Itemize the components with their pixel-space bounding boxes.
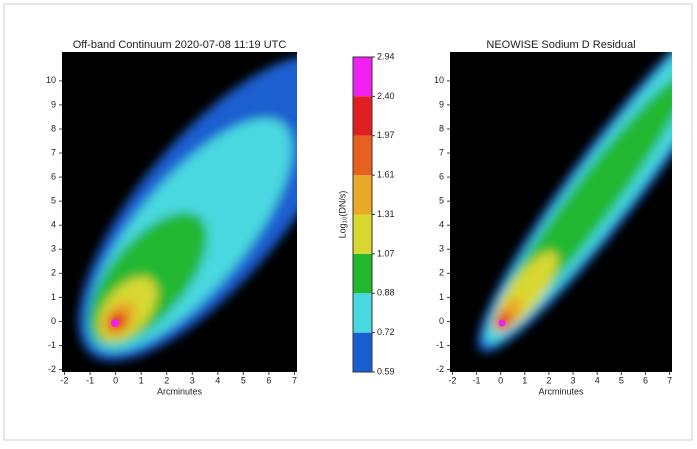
colorbar-segment [353, 332, 372, 372]
x-tick-label: 7 [667, 375, 672, 385]
colorbar-segment [353, 214, 372, 254]
y-tick-label: 7 [439, 147, 444, 157]
y-tick-label: 3 [439, 244, 444, 254]
x-tick-label: 2 [546, 375, 551, 385]
y-tick-label: 7 [51, 147, 56, 157]
y-tick-label: 10 [46, 75, 56, 85]
y-tick-label: 6 [439, 171, 444, 181]
colorbar-segment [353, 175, 372, 215]
x-tick-label: 6 [643, 375, 648, 385]
x-tick-label: 0 [498, 375, 503, 385]
comet-image [477, 52, 672, 353]
x-tick-label: 4 [215, 375, 220, 385]
y-tick-label: -2 [48, 364, 56, 374]
colorbar-tick-label: 1.31 [377, 209, 395, 219]
chart-title: NEOWISE Sodium D Residual [486, 39, 635, 51]
colorbar-tick-label: 0.59 [377, 366, 395, 376]
y-tick-label: 0 [51, 316, 56, 326]
x-tick-label: -1 [86, 375, 94, 385]
x-tick-label: 3 [571, 375, 576, 385]
y-tick-label: 10 [434, 75, 444, 85]
x-tick-label: -1 [473, 375, 481, 385]
colorbar-tick-label: 2.40 [377, 91, 395, 101]
colorbar-segment [353, 57, 372, 97]
x-axis-label: Arcminutes [157, 386, 203, 396]
x-tick-label: 0 [113, 375, 118, 385]
y-tick-label: 6 [51, 171, 56, 181]
y-tick-label: 3 [51, 244, 56, 254]
y-tick-label: 8 [51, 123, 56, 133]
colorbar-segment [353, 96, 372, 136]
colorbar-tick-label: 0.88 [377, 288, 395, 298]
y-tick-label: 2 [439, 268, 444, 278]
x-tick-label: 1 [139, 375, 144, 385]
y-tick-label: 9 [51, 99, 56, 109]
y-tick-label: 1 [439, 292, 444, 302]
colorbar-tick-label: 0.72 [377, 327, 395, 337]
x-tick-label: 5 [241, 375, 246, 385]
colorbar-tick-label: 1.07 [377, 248, 395, 258]
colorbar-label: Log₁₀(DN/s) [337, 191, 347, 239]
colorbar-tick-label: 1.97 [377, 130, 395, 140]
chart-title: Off-band Continuum 2020-07-08 11:19 UTC [73, 39, 287, 51]
y-tick-label: 4 [51, 220, 56, 230]
x-tick-label: -2 [448, 375, 456, 385]
y-tick-label: 8 [439, 123, 444, 133]
x-tick-label: 1 [522, 375, 527, 385]
x-tick-label: 5 [619, 375, 624, 385]
y-tick-label: 9 [439, 99, 444, 109]
x-tick-label: 7 [292, 375, 297, 385]
x-tick-label: 3 [190, 375, 195, 385]
colorbar-tick-label: 1.61 [377, 170, 395, 180]
x-tick-label: 6 [266, 375, 271, 385]
y-tick-label: -2 [436, 364, 444, 374]
colorbar-tick-label: 2.94 [377, 51, 395, 61]
y-tick-label: 0 [439, 316, 444, 326]
x-tick-label: 2 [164, 375, 169, 385]
y-tick-label: 4 [439, 220, 444, 230]
y-tick-label: -1 [436, 340, 444, 350]
colorbar-segment [353, 253, 372, 294]
x-tick-label: 4 [595, 375, 600, 385]
colorbar-segment [353, 135, 372, 176]
x-tick-label: -2 [61, 375, 69, 385]
colorbar-segment [353, 293, 372, 333]
y-tick-label: -1 [48, 340, 56, 350]
x-axis-label: Arcminutes [538, 386, 584, 396]
y-tick-label: 2 [51, 268, 56, 278]
y-tick-label: 5 [439, 196, 444, 206]
y-tick-label: 1 [51, 292, 56, 302]
comet-image [78, 55, 297, 361]
y-tick-label: 5 [51, 196, 56, 206]
